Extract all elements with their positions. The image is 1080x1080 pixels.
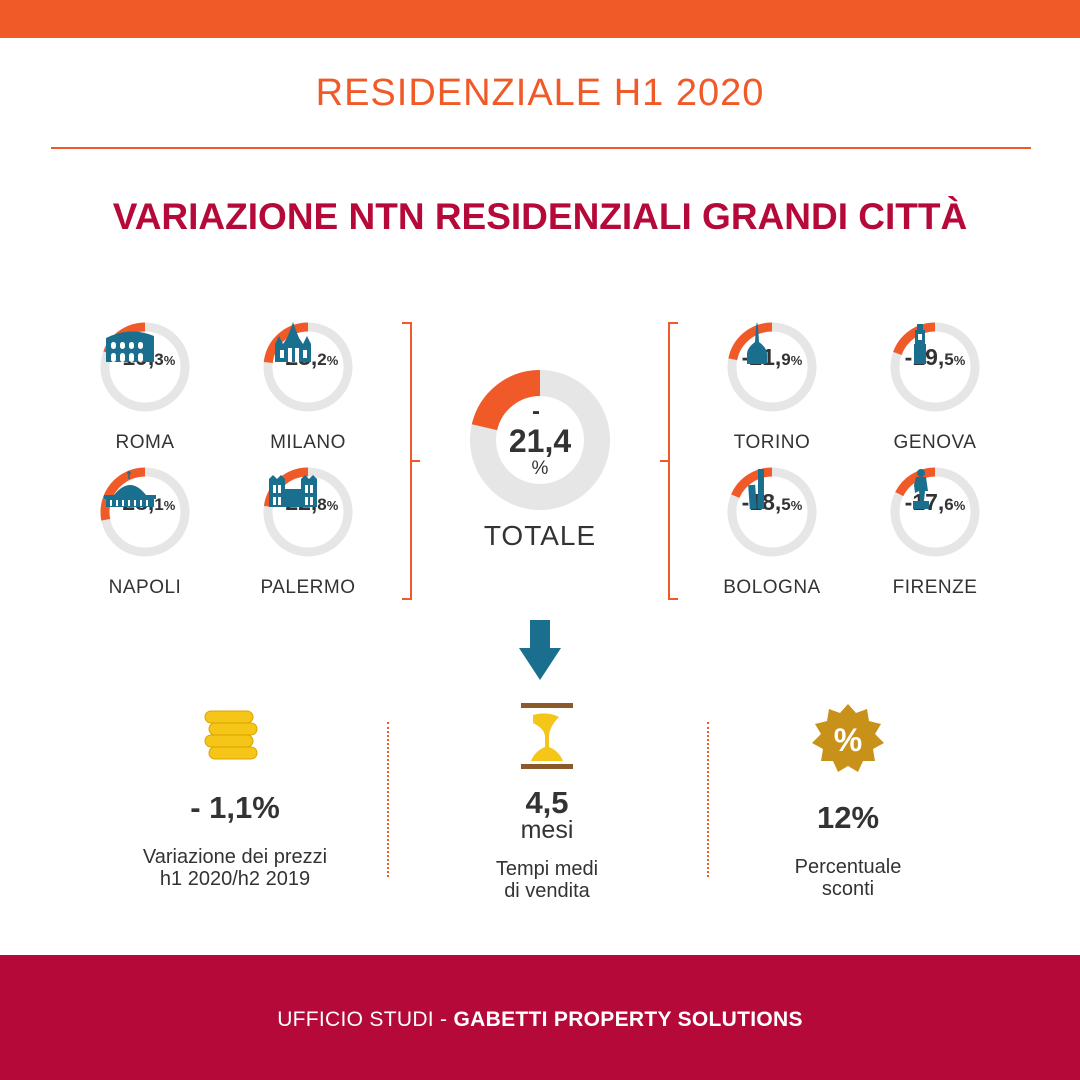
page-title: RESIDENZIALE H1 2020 [315, 72, 765, 114]
donut-ring [100, 467, 190, 557]
chart-title: VARIAZIONE NTN RESIDENZIALI GRANDI CITTÀ [112, 196, 968, 237]
kpi-price-variation: - 1,1% Variazione dei prezzi h1 2020/h2 2… [110, 790, 360, 890]
lanterna-icon [914, 324, 926, 364]
donut-ring [890, 467, 980, 557]
kpi-label: Variazione dei prezzi h1 2020/h2 2019 [142, 846, 328, 890]
percent-badge-icon: % [812, 704, 884, 772]
donut-arc [895, 467, 936, 497]
city-name: TORINO [733, 432, 811, 453]
total-ring [470, 370, 610, 510]
city-donut-genova: -19,5% GENOVA [870, 322, 1000, 453]
down-arrow-icon [519, 620, 561, 680]
kpi-value: 12% [816, 800, 880, 835]
kpi-label: Percentuale sconti [794, 856, 902, 900]
city-donut-milano: -23,2% MILANO [243, 322, 373, 453]
footer-credit: UFFICIO STUDI - GABETTI PROPERTY SOLUTIO… [277, 1008, 803, 1031]
city-name: NAPOLI [108, 577, 182, 598]
san-francesco-di-paola-icon [104, 471, 156, 507]
coins-icon [204, 710, 258, 760]
total-donut: - 21,4 % [468, 368, 612, 512]
top-accent-bar [0, 0, 1080, 38]
svg-text:%: % [834, 722, 862, 758]
header-divider [51, 147, 1031, 149]
total-arc [471, 370, 541, 431]
city-name: GENOVA [893, 432, 977, 453]
city-name: PALERMO [260, 577, 356, 598]
left-bracket [402, 322, 420, 600]
city-donut-palermo: -22,8% PALERMO [243, 467, 373, 598]
teatro-massimo-icon [269, 475, 317, 507]
right-bracket [660, 322, 678, 600]
mole-antonelliana-icon [747, 322, 767, 364]
total-sign: - [532, 398, 540, 425]
donut-arc [100, 467, 146, 521]
city-donut-torino: -21,9% TORINO [707, 322, 837, 453]
david-statue-icon [913, 469, 929, 509]
city-donut-roma: -19,3% ROMA [80, 322, 210, 453]
footer-bar [0, 955, 1080, 1080]
city-name: FIRENZE [892, 577, 978, 598]
kpi-label: Tempi medi di vendita [495, 858, 599, 902]
city-name: ROMA [115, 432, 175, 453]
donut-ring [727, 467, 817, 557]
city-donut-firenze: -17,6% FIRENZE [870, 467, 1000, 598]
kpi-value: 4,5 [525, 785, 569, 820]
kpi-value: - 1,1% [190, 790, 280, 825]
kpi-divider [707, 722, 709, 877]
colosseum-icon [106, 331, 154, 362]
donut-arc [893, 322, 936, 356]
total-value: 21,4 [508, 423, 572, 459]
two-towers-icon [748, 469, 764, 509]
hourglass-icon [521, 703, 573, 769]
donut-ring [890, 322, 980, 412]
city-name: MILANO [270, 432, 346, 453]
city-donut-bologna: -18,5% BOLOGNA [707, 467, 837, 598]
donut-arc [731, 467, 773, 499]
kpi-unit: mesi [520, 816, 574, 844]
city-donut-napoli: -28,1% NAPOLI [80, 467, 210, 598]
kpi-selling-time: 4,5 mesi Tempi medi di vendita [447, 785, 647, 903]
kpi-discount: 12% Percentuale sconti [748, 800, 948, 900]
donut-ring [263, 322, 353, 412]
duomo-milano-icon [275, 322, 311, 362]
donut-ring [727, 322, 817, 412]
total-unit: % [531, 458, 549, 479]
total-label: TOTALE [483, 520, 597, 551]
kpi-divider [387, 722, 389, 877]
donut-arc [263, 322, 309, 364]
donut-arc [728, 322, 773, 361]
city-name: BOLOGNA [723, 577, 821, 598]
